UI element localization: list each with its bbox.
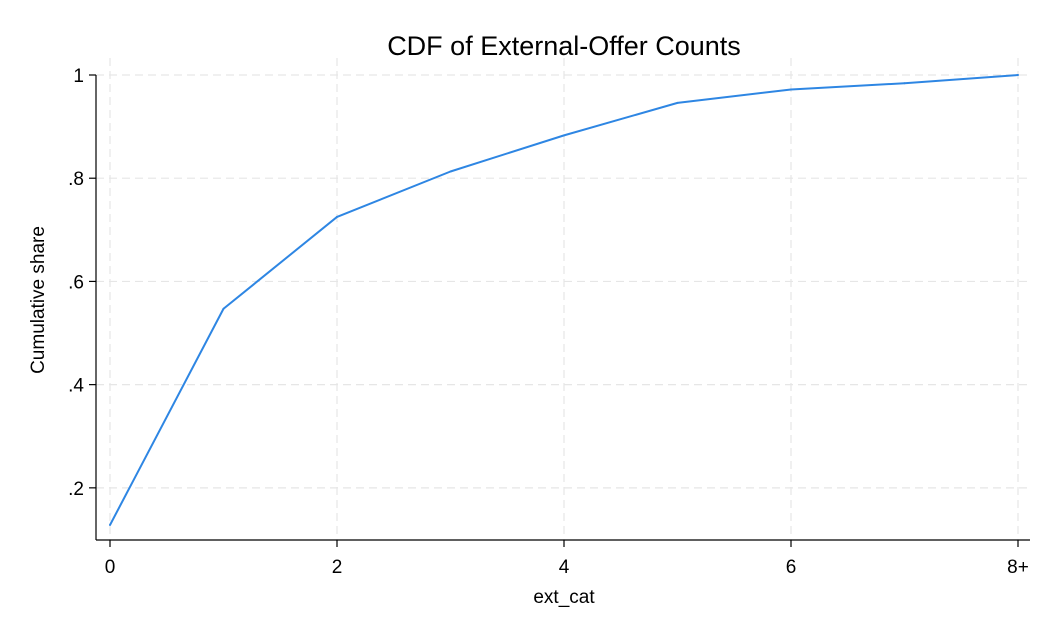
data-point: [449, 170, 452, 173]
data-point: [109, 524, 111, 526]
data-point: [676, 101, 679, 104]
data-point: [563, 134, 565, 137]
x-tick-label: 8+: [1007, 557, 1029, 578]
data-point: [336, 215, 338, 218]
data-point: [222, 307, 225, 310]
x-tick-label: 0: [105, 557, 116, 578]
y-axis-label: Cumulative share: [28, 226, 49, 374]
chart-title: CDF of External-Offer Counts: [387, 31, 741, 61]
x-axis-label: ext_cat: [533, 587, 595, 608]
grid: [96, 58, 1030, 540]
y-tick-label: .6: [68, 272, 84, 293]
y-tick-label: 1: [73, 66, 84, 87]
x-tick-label: 2: [332, 557, 343, 578]
series: [109, 74, 1019, 526]
data-point: [903, 82, 906, 85]
x-tick-label: 6: [786, 557, 797, 578]
ticks: 0 2 4 6 8+ .2 .4 .6 .8 1: [68, 66, 1029, 578]
y-tick-label: .4: [68, 376, 84, 397]
data-point: [790, 88, 792, 91]
axes: [95, 75, 1030, 541]
y-tick-label: .2: [68, 479, 84, 500]
data-point: [1017, 74, 1019, 76]
y-tick-label: .8: [68, 169, 84, 190]
x-tick-label: 4: [559, 557, 570, 578]
